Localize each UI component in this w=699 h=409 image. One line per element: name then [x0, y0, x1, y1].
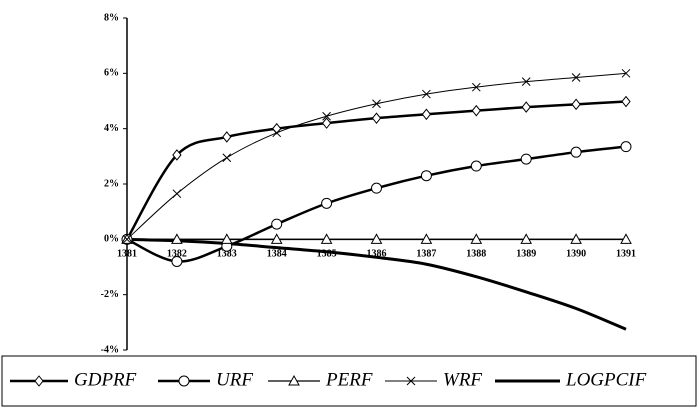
- x-tick-label: 1385: [317, 249, 337, 260]
- data-point: [422, 89, 431, 99]
- data-point: [521, 77, 531, 86]
- y-tick-label: 8%: [104, 12, 119, 23]
- data-point: [521, 101, 531, 113]
- data-point: [272, 128, 282, 138]
- x-tick-label: 1390: [566, 249, 586, 260]
- y-tick-label: 4%: [104, 123, 119, 134]
- data-point: [372, 99, 381, 109]
- data-point: [570, 233, 582, 244]
- data-point: [171, 255, 183, 267]
- data-point: [620, 141, 632, 153]
- x-tick-label: 1381: [117, 249, 137, 260]
- data-point: [470, 233, 483, 244]
- legend-label: PERF: [325, 369, 373, 390]
- data-point: [222, 131, 232, 143]
- data-point: [371, 182, 382, 194]
- data-point: [570, 146, 582, 158]
- x-tick-label: 1384: [267, 249, 287, 260]
- data-point: [520, 233, 533, 244]
- x-tick-label: 1389: [516, 249, 536, 260]
- x-tick-label: 1391: [616, 249, 636, 260]
- data-point: [171, 233, 183, 244]
- data-point: [571, 73, 581, 82]
- y-tick-label: 6%: [104, 68, 119, 79]
- data-point: [621, 68, 631, 78]
- data-point: [270, 233, 283, 244]
- legend-label: URF: [216, 369, 253, 390]
- x-tick-label: 1387: [416, 249, 436, 260]
- data-point: [271, 218, 283, 230]
- data-point: [471, 104, 481, 117]
- data-point: [620, 233, 632, 244]
- data-point: [420, 233, 433, 244]
- legend-marker: [178, 375, 190, 387]
- legend-marker: [34, 375, 44, 387]
- data-point: [321, 197, 333, 209]
- legend-label: WRF: [443, 369, 482, 390]
- legend-label: GDPRF: [74, 369, 137, 390]
- data-point: [220, 233, 233, 244]
- legend-box: [1, 355, 697, 407]
- data-point: [371, 112, 382, 124]
- x-tick-label: 1386: [367, 249, 387, 260]
- y-tick-label: 2%: [104, 178, 119, 189]
- legend-marker: [406, 376, 416, 386]
- data-point: [321, 117, 332, 129]
- x-tick-label: 1383: [217, 249, 237, 260]
- y-tick-label: 0%: [104, 234, 119, 245]
- data-point: [470, 160, 482, 172]
- legend-marker: [288, 374, 300, 386]
- data-point: [420, 170, 432, 182]
- data-point: [471, 82, 481, 92]
- legend-label: LOGPCIF: [565, 369, 647, 390]
- data-point: [222, 153, 232, 163]
- y-tick-label: -4%: [101, 344, 119, 355]
- data-point: [122, 234, 132, 244]
- data-point: [520, 153, 532, 165]
- data-point: [322, 111, 331, 121]
- data-point: [421, 108, 432, 121]
- data-point: [172, 189, 182, 199]
- data-point: [621, 95, 631, 108]
- series-line: [126, 145, 627, 263]
- series-line: [126, 237, 627, 331]
- data-point: [370, 233, 383, 244]
- x-tick-label: 1382: [167, 249, 187, 260]
- x-tick-label: 1388: [466, 249, 486, 260]
- data-point: [320, 233, 333, 244]
- data-point: [571, 98, 581, 111]
- y-tick-label: -2%: [101, 289, 119, 300]
- data-point: [172, 149, 182, 161]
